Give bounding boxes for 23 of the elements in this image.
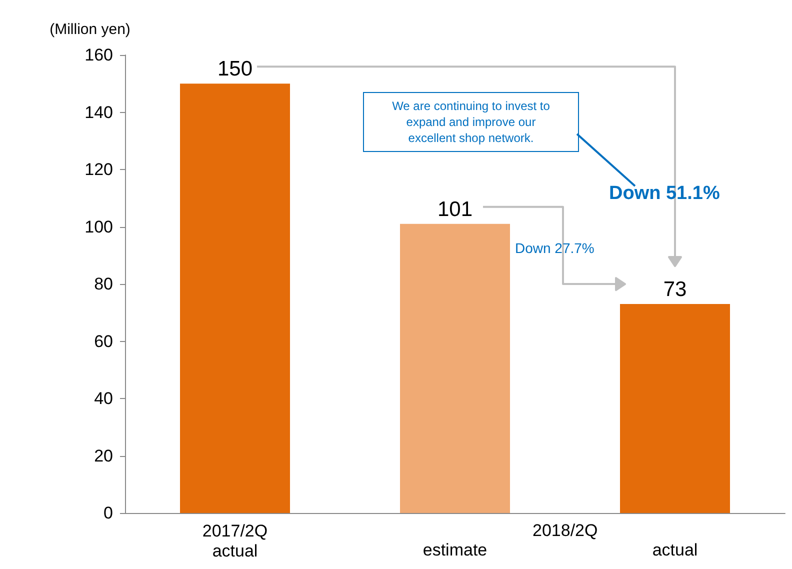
y-tick-label: 80 xyxy=(94,274,113,294)
x-tick-label: actual xyxy=(652,540,698,560)
data-label: 73 xyxy=(663,278,687,302)
y-tick-label: 140 xyxy=(84,102,113,122)
bar xyxy=(400,224,510,513)
x-tick-label: estimate xyxy=(422,540,488,560)
y-tick-label: 160 xyxy=(84,46,113,64)
callout-box: We are continuing to invest to expand and improve our excellent shop network. xyxy=(363,92,579,152)
annotation: Down 27.7% xyxy=(515,240,594,256)
y-tick-label: 40 xyxy=(94,389,113,408)
text: 2018/2Q xyxy=(532,521,598,541)
y-tick-label: 20 xyxy=(94,446,113,466)
bar xyxy=(180,84,290,513)
y-axis-title: (Million yen) xyxy=(50,21,130,38)
annotation: Down 51.1% xyxy=(609,183,720,205)
data-label: 150 xyxy=(217,58,253,81)
y-tick-label: 120 xyxy=(84,160,113,179)
y-tick-label: 60 xyxy=(94,332,113,351)
x-tick-label: 2017/2Q actual xyxy=(202,522,268,560)
y-tick-label: 100 xyxy=(84,217,113,236)
bar xyxy=(620,304,730,513)
data-label: 101 xyxy=(437,198,473,221)
y-tick-label: 0 xyxy=(104,504,113,522)
